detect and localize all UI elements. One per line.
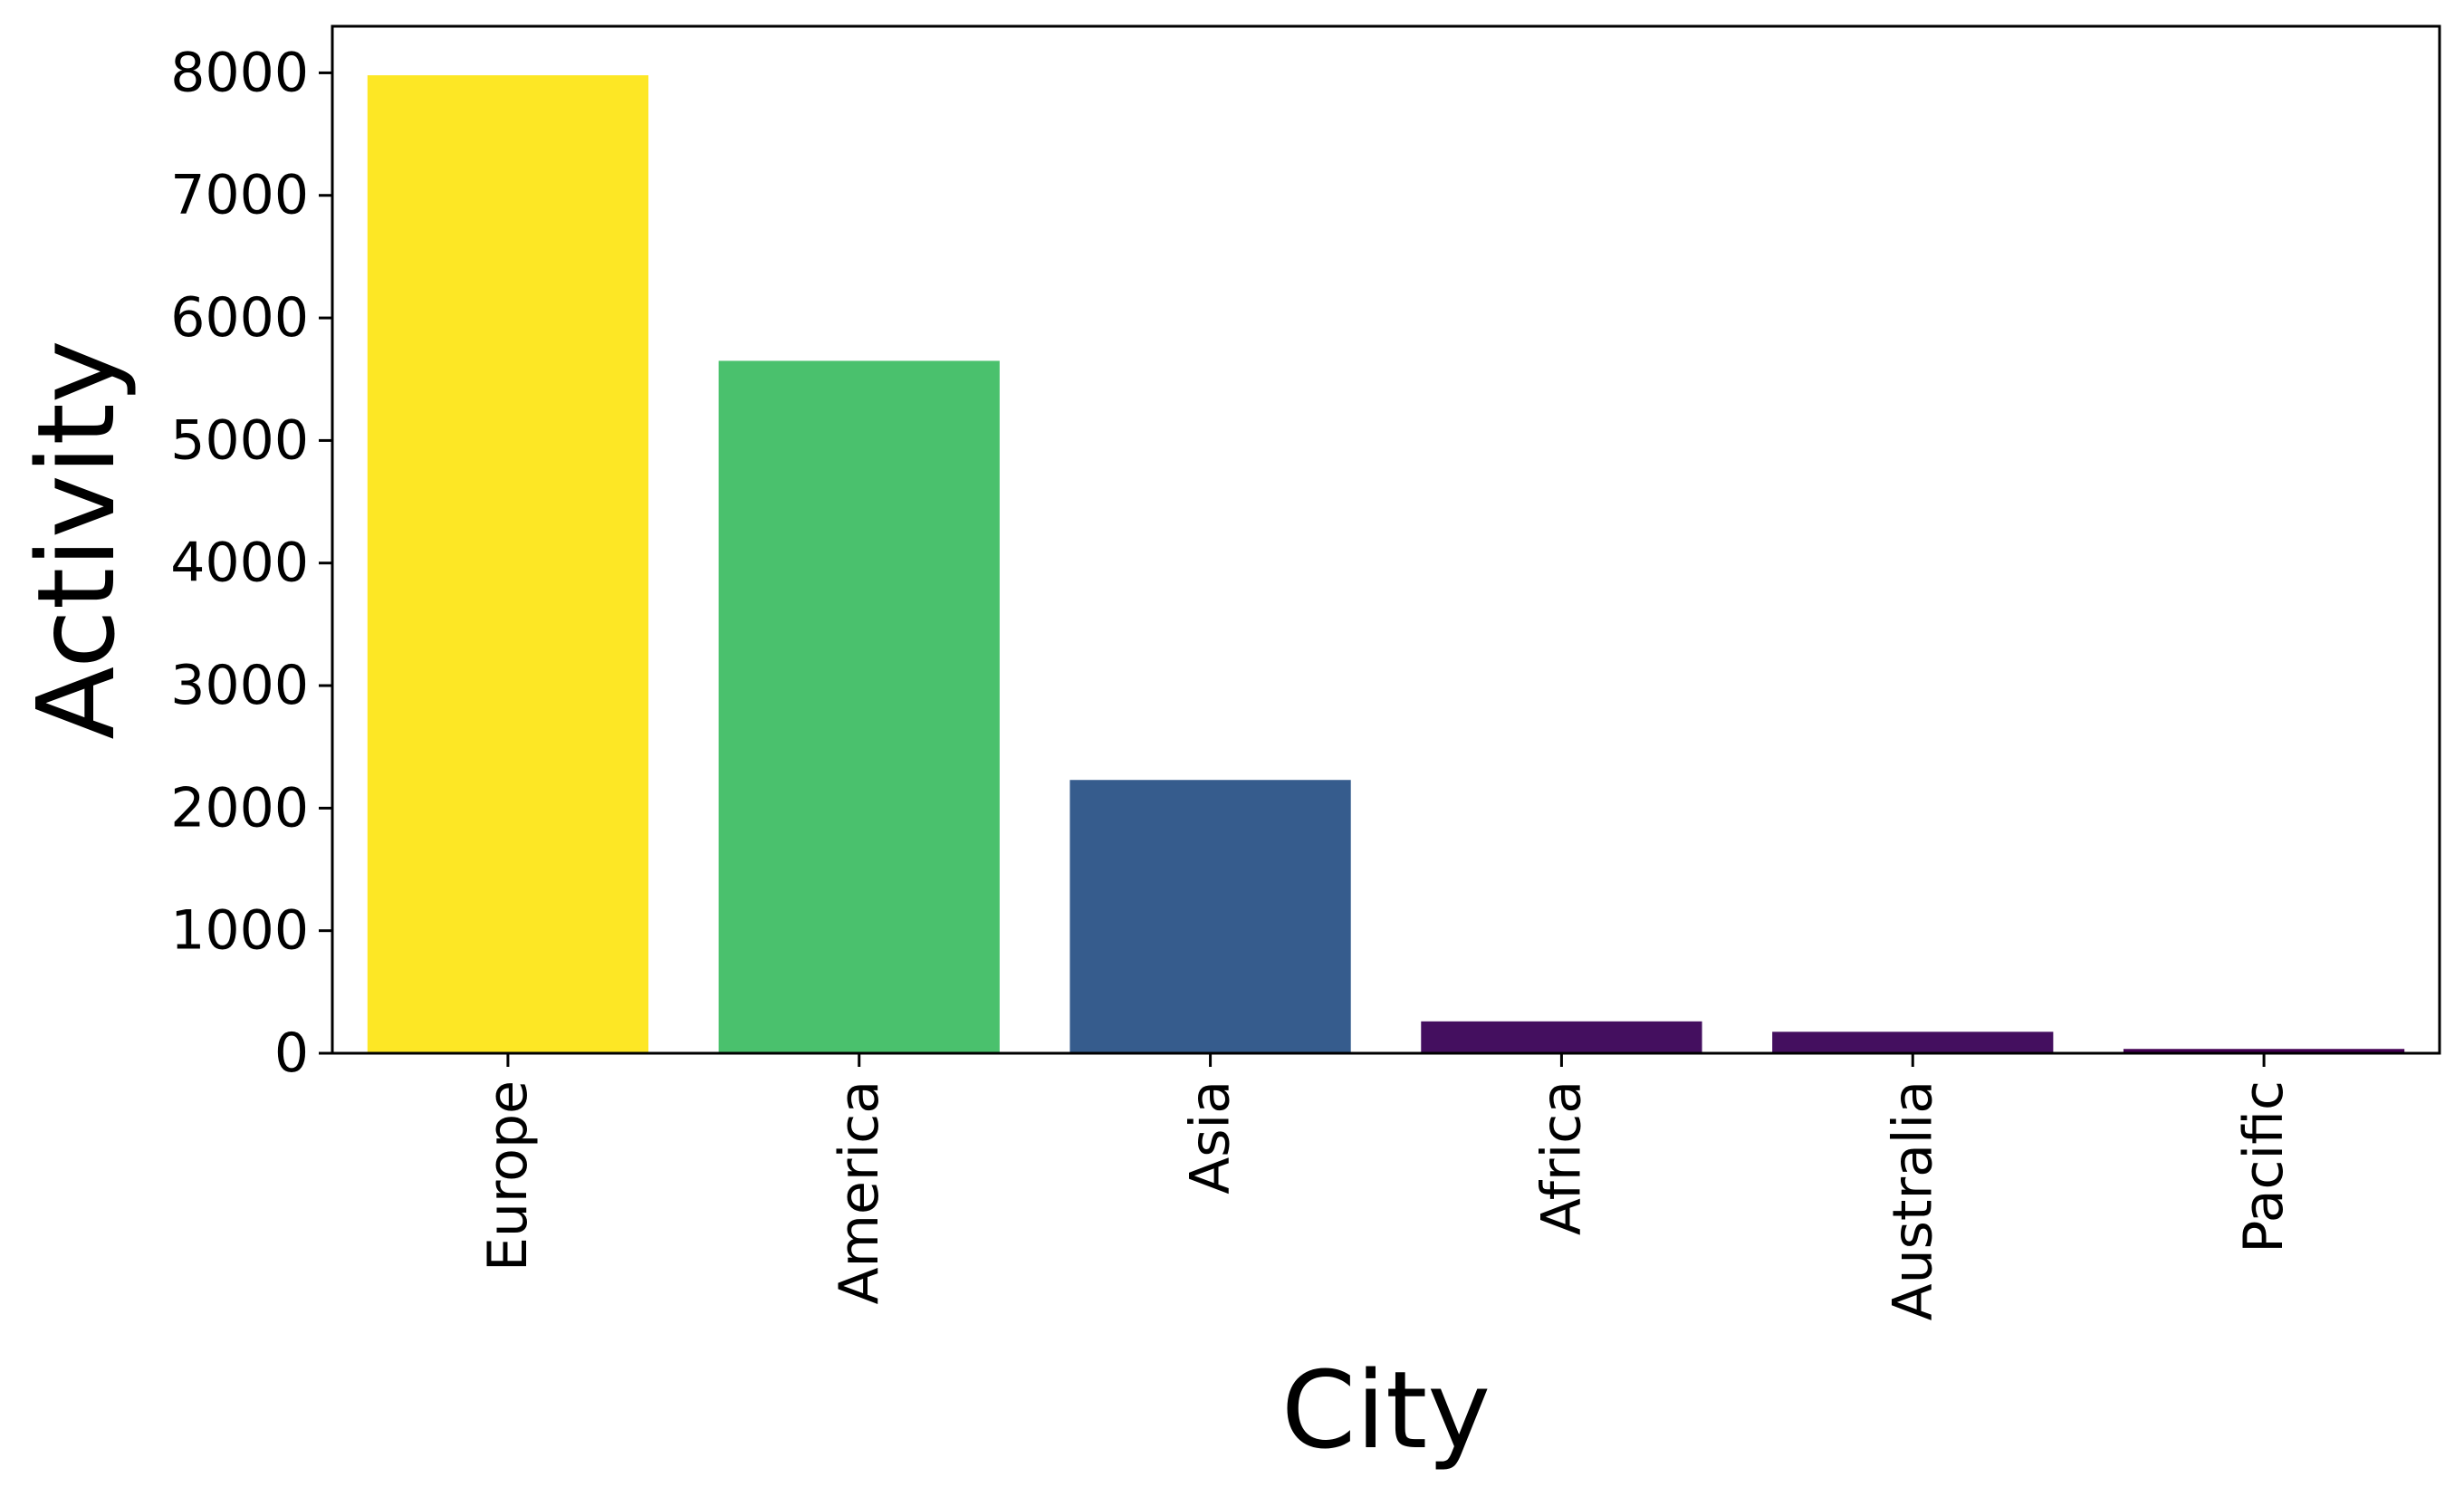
- x-tick-label: Africa: [1529, 1080, 1593, 1235]
- bars-group: [367, 75, 2405, 1054]
- y-tick-label: 0: [274, 1022, 309, 1085]
- y-tick-label: 2000: [170, 776, 309, 840]
- y-tick-label: 4000: [170, 532, 309, 595]
- x-tick-label: Pacific: [2232, 1080, 2296, 1253]
- y-axis: 0 1000 2000 3000 4000 5000 6000 7000 8000: [170, 41, 332, 1085]
- y-tick-label: 6000: [170, 286, 309, 350]
- y-tick-label: 7000: [170, 164, 309, 227]
- x-tick-label: Asia: [1179, 1080, 1242, 1195]
- bar-america: [718, 360, 1000, 1054]
- y-tick-label: 8000: [170, 41, 309, 104]
- bar-europe: [367, 75, 649, 1053]
- plot-frame: [331, 24, 2441, 1055]
- x-tick-label: Australia: [1881, 1080, 1944, 1320]
- x-tick-label: America: [828, 1080, 891, 1305]
- y-tick-label: 1000: [170, 899, 309, 963]
- x-axis: Europe America Asia Africa Australia Pacific: [476, 1053, 2296, 1320]
- y-tick-label: 5000: [170, 408, 309, 472]
- bar-africa: [1421, 1021, 1702, 1053]
- bar-australia: [1772, 1032, 2054, 1053]
- x-tick-label: Europe: [476, 1080, 540, 1271]
- y-tick-label: 3000: [170, 654, 309, 717]
- bar-pacific: [2123, 1049, 2405, 1053]
- x-axis-title: City: [1281, 1348, 1491, 1473]
- bar-asia: [1069, 780, 1351, 1053]
- y-axis-title: Activity: [14, 340, 139, 739]
